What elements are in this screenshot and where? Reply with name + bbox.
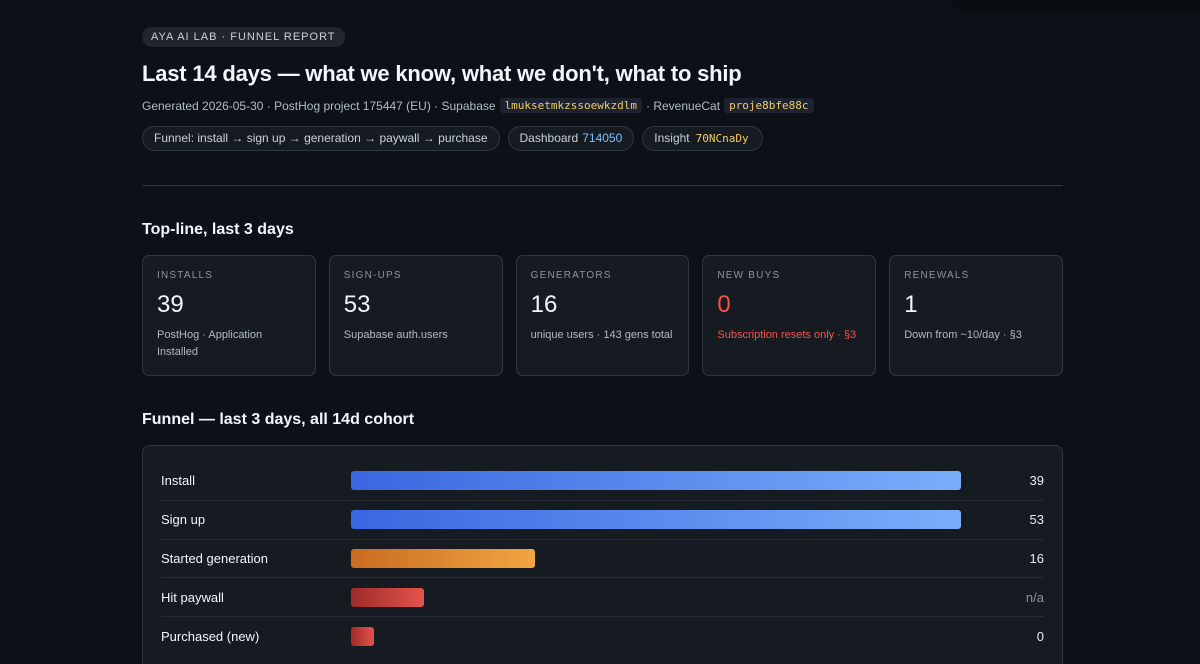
funnel-step-value: 16 — [1029, 550, 1044, 566]
report-meta: Generated 2026-05-30 · PostHog project 1… — [142, 98, 1063, 113]
funnel-step-label: Hit paywall — [161, 589, 224, 605]
dashboard-link[interactable]: 714050 — [582, 131, 623, 145]
stat-subtext: PostHog · Application Installed — [157, 329, 263, 358]
stat-value: 39 — [157, 291, 184, 318]
stat-value: 0 — [717, 291, 731, 318]
stat-subtext: Supabase auth.users — [343, 329, 448, 341]
revenuecat-id: proje8bfe88c — [724, 98, 814, 113]
funnel-step-label: Sign up — [161, 512, 206, 528]
window-corner — [950, 0, 1200, 11]
section-divider — [142, 185, 1063, 186]
funnel-bar — [351, 471, 961, 491]
funnel-row: Install 39 — [161, 462, 1044, 501]
meta-mid: · RevenueCat — [646, 98, 721, 113]
stat-value: 1 — [904, 291, 918, 318]
supabase-id: lmuksetmkzssoewkzdlm — [499, 98, 643, 113]
funnel-step-label: Started generation — [161, 550, 268, 566]
stat-subtext: unique users · 143 gens total — [530, 329, 673, 341]
funnel-bar — [351, 627, 375, 647]
report-eyebrow-badge: AYA AI LAB · FUNNEL REPORT — [142, 27, 345, 47]
dashboard-chip[interactable]: Dashboard 714050 — [507, 126, 635, 151]
funnel-panel: Install 39 Sign up 53 Started generation… — [142, 445, 1063, 664]
stat-subtext: Subscription resets only · §3 — [717, 329, 857, 341]
stat-value: 16 — [530, 291, 558, 318]
stat-card-installs: INSTALLS 39 PostHog · Application Instal… — [142, 255, 316, 376]
stat-label: RENEWALS — [904, 270, 970, 281]
topline-cards: INSTALLS 39 PostHog · Application Instal… — [142, 255, 1063, 376]
funnel-row: Started generation 16 — [161, 540, 1044, 579]
funnel-definition-text: Funnel: install → sign up → generation →… — [154, 131, 488, 145]
funnel-bar — [351, 587, 425, 607]
funnel-step-label: Purchased (new) — [161, 629, 260, 645]
report-content: AYA AI LAB · FUNNEL REPORT Last 14 days … — [142, 27, 1063, 664]
funnel-step-label: Install — [161, 473, 195, 489]
stat-subtext: Down from ~10/day · §3 — [904, 329, 1022, 341]
stat-card-renewals: RENEWALS 1 Down from ~10/day · §3 — [889, 255, 1063, 376]
insight-chip[interactable]: Insight 70NCnaDy — [642, 126, 763, 151]
stat-card-generators: GENERATORS 16 unique users · 143 gens to… — [515, 255, 690, 376]
topline-heading: Top-line, last 3 days — [142, 221, 294, 238]
funnel-bar — [351, 510, 961, 530]
stat-label: NEW BUYS — [717, 270, 781, 281]
dashboard-label: Dashboard — [519, 131, 579, 145]
meta-prefix: Generated 2026-05-30 · PostHog project 1… — [142, 98, 496, 113]
funnel-row: Hit paywall n/a — [161, 578, 1044, 618]
stat-card-signups: SIGN-UPS 53 Supabase auth.users — [328, 255, 503, 376]
funnel-row: Sign up 53 — [161, 501, 1044, 540]
funnel-definition-chip: Funnel: install → sign up → generation →… — [142, 126, 500, 151]
stat-label: GENERATORS — [530, 270, 612, 281]
funnel-row: Purchased (new) 0 — [161, 617, 1044, 656]
insight-id[interactable]: 70NCnaDy — [695, 132, 749, 145]
report-chips: Funnel: install → sign up → generation →… — [142, 126, 1063, 151]
stat-value: 53 — [343, 291, 371, 318]
funnel-bar — [351, 548, 536, 568]
funnel-step-value: 53 — [1029, 512, 1044, 528]
funnel-heading: Funnel — last 3 days, all 14d cohort — [142, 411, 415, 428]
insight-label: Insight — [654, 131, 690, 145]
funnel-step-value: 0 — [1036, 629, 1044, 645]
page-title: Last 14 days — what we know, what we don… — [142, 61, 742, 86]
funnel-step-value: n/a — [1025, 589, 1044, 605]
stat-card-new-buys: NEW BUYS 0 Subscription resets only · §3 — [702, 255, 877, 376]
stat-label: SIGN-UPS — [343, 270, 402, 281]
funnel-step-value: 39 — [1029, 473, 1044, 489]
stat-label: INSTALLS — [157, 270, 214, 281]
